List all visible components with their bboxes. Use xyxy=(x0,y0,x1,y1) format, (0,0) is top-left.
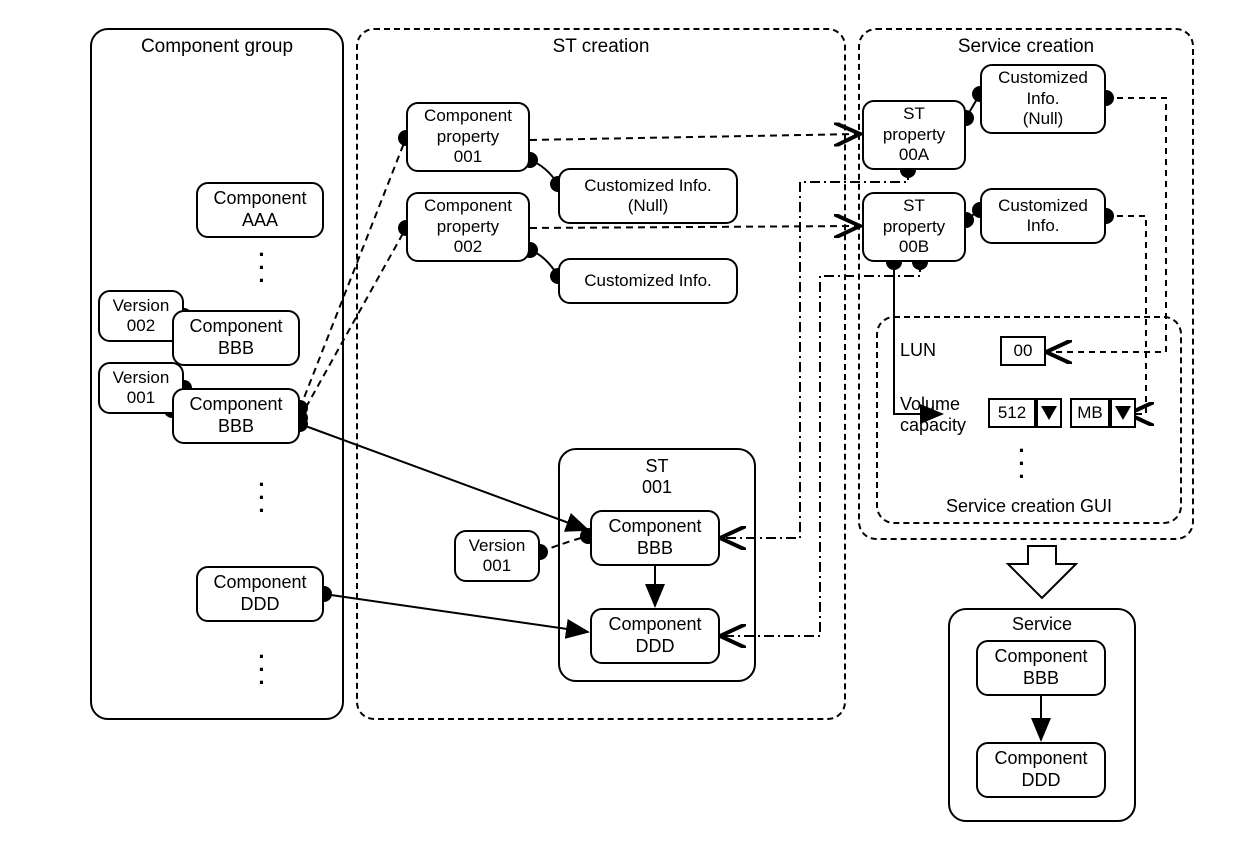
volume-value-input[interactable]: 512 xyxy=(988,398,1036,428)
node-st-component-bbb: Component BBB xyxy=(590,510,720,566)
node-component-aaa: Component AAA xyxy=(196,182,324,238)
panel-service-title: Service xyxy=(948,614,1136,635)
node-version-001-b: Version 001 xyxy=(454,530,540,582)
volume-value-dropdown-icon[interactable] xyxy=(1036,398,1062,428)
node-customized-info-null: Customized Info. (Null) xyxy=(558,168,738,224)
panel-component-group-title: Component group xyxy=(90,36,344,58)
node-service-component-bbb: Component BBB xyxy=(976,640,1106,696)
vdots: ··· xyxy=(252,650,272,690)
vdots: ··· xyxy=(252,248,272,288)
lun-label: LUN xyxy=(900,340,936,361)
node-component-property-001: Component property 001 xyxy=(406,102,530,172)
node-component-bbb-1: Component BBB xyxy=(172,310,300,366)
node-component-ddd: Component DDD xyxy=(196,566,324,622)
node-st-property-00b: ST property 00B xyxy=(862,192,966,262)
node-st-component-ddd: Component DDD xyxy=(590,608,720,664)
panel-st-001-title: ST 001 xyxy=(558,456,756,498)
lun-input[interactable]: 00 xyxy=(1000,336,1046,366)
volume-capacity-label: Volume capacity xyxy=(900,394,966,436)
panel-st-creation-title: ST creation xyxy=(356,36,846,58)
volume-unit-input[interactable]: MB xyxy=(1070,398,1110,428)
node-st-property-00a: ST property 00A xyxy=(862,100,966,170)
node-customized-info-2: Customized Info. xyxy=(980,188,1106,244)
panel-service-creation-title: Service creation xyxy=(858,36,1194,58)
vdots: ··· xyxy=(1012,444,1032,484)
volume-unit-dropdown-icon[interactable] xyxy=(1110,398,1136,428)
panel-service-gui-title: Service creation GUI xyxy=(876,496,1182,517)
vdots: ··· xyxy=(252,478,272,518)
node-customized-info-null-2: Customized Info. (Null) xyxy=(980,64,1106,134)
node-service-component-ddd: Component DDD xyxy=(976,742,1106,798)
node-component-property-002: Component property 002 xyxy=(406,192,530,262)
node-customized-info: Customized Info. xyxy=(558,258,738,304)
node-component-bbb-2: Component BBB xyxy=(172,388,300,444)
